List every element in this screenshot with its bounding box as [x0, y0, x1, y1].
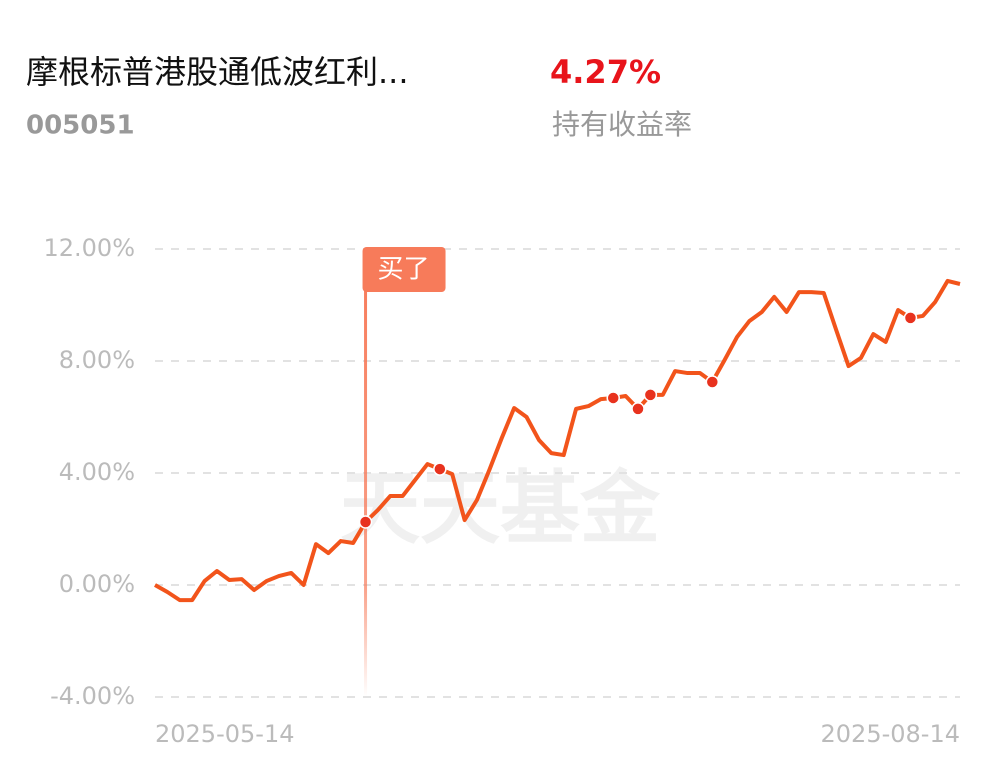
trade-dot [903, 311, 918, 325]
trade-dot [358, 515, 373, 529]
y-tick-label: 0.00% [59, 570, 135, 598]
trade-dot [433, 462, 447, 476]
return-label: 持有收益率 [552, 108, 692, 141]
trade-dot [631, 402, 645, 416]
line-series [154, 278, 961, 603]
y-tick-label: 4.00% [59, 458, 135, 486]
trade-dot [705, 375, 720, 389]
watermark: 天天基金 [340, 461, 661, 555]
buy-line [364, 262, 368, 697]
fund-title: 摩根标普港股通低波红利... [26, 53, 409, 91]
y-tick-label: 8.00% [59, 346, 135, 374]
x-tick-label: 2025-05-14 [155, 720, 294, 748]
return-value: 4.27% [550, 53, 661, 91]
x-tick-label: 2025-08-14 [821, 720, 960, 748]
trade-dot [643, 388, 658, 402]
y-tick-label: -4.00% [50, 682, 135, 710]
fund-code: 005051 [26, 111, 135, 141]
y-tick-label: 12.00% [43, 234, 135, 262]
buy-tag [362, 247, 446, 292]
buy-tag-label: 买了 [378, 255, 430, 285]
trade-dot [606, 391, 620, 405]
